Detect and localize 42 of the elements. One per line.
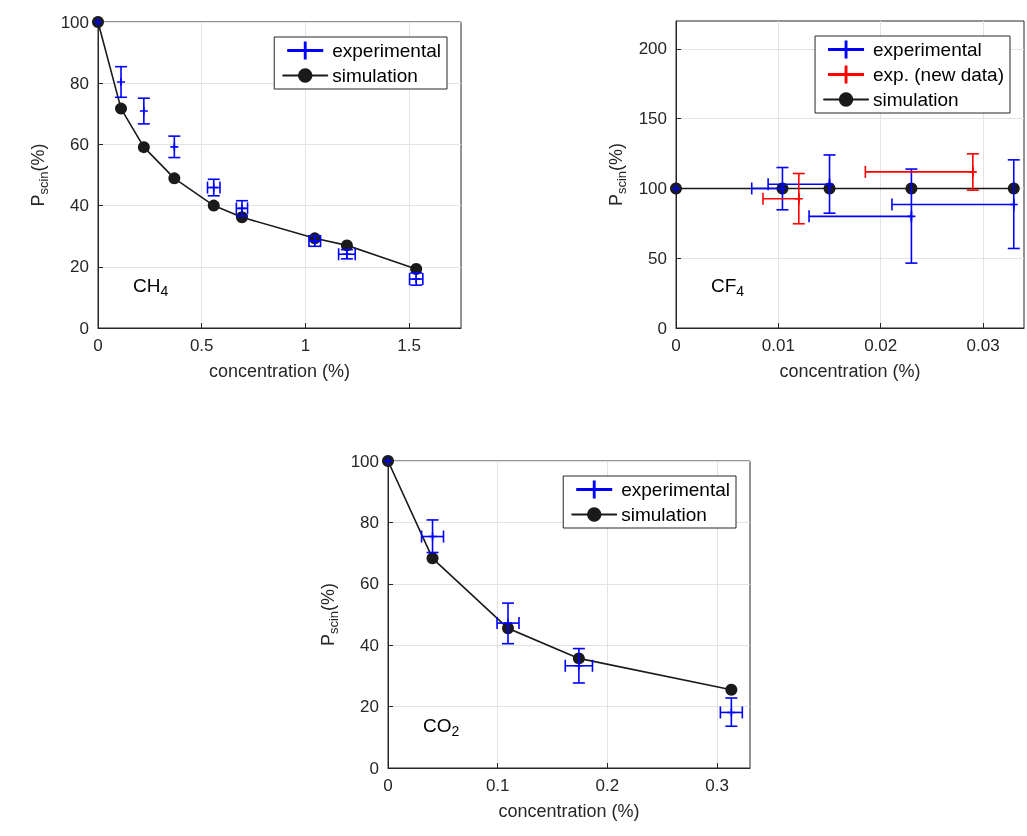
- y-tick-label: 60: [70, 134, 89, 154]
- y-tick-label: 200: [638, 39, 667, 59]
- y-tick-label: 20: [70, 257, 89, 277]
- y-tick-label: 100: [638, 178, 667, 198]
- x-axis-title: concentration (%): [498, 801, 640, 821]
- y-tick-label: 60: [360, 574, 379, 594]
- x-axis-title: concentration (%): [208, 361, 351, 381]
- legend-label: experimental: [873, 39, 982, 60]
- x-axis-title: concentration (%): [779, 361, 921, 381]
- y-tick-label: 50: [648, 248, 667, 268]
- y-axis-title: Pscin(%): [28, 143, 51, 207]
- x-tick-label: 0.1: [485, 776, 510, 795]
- y-tick-label: 40: [360, 635, 379, 655]
- legend-label: experimental: [621, 479, 730, 500]
- x-tick-label: 0.5: [189, 336, 214, 355]
- x-tick-label: 0.01: [761, 336, 795, 355]
- x-tick-label: 0: [93, 336, 103, 355]
- legend-label: experimental: [332, 40, 441, 61]
- y-tick-label: 100: [350, 451, 379, 471]
- y-tick-label: 40: [70, 196, 89, 216]
- x-tick-label: 1: [300, 336, 311, 355]
- y-tick-label: 80: [70, 73, 89, 93]
- legend-label: exp. (new data): [873, 64, 1005, 85]
- legend-label: simulation: [332, 65, 418, 86]
- legend-label: simulation: [621, 504, 707, 525]
- x-tick-label: 0.03: [966, 336, 1000, 355]
- y-tick-label: 80: [360, 512, 379, 532]
- y-tick-label: 20: [360, 697, 379, 717]
- x-tick-label: 0: [671, 336, 681, 355]
- x-tick-label: 1.5: [397, 336, 421, 355]
- y-axis-title: Pscin(%): [606, 142, 629, 207]
- y-tick-label: 0: [657, 318, 667, 338]
- x-tick-label: 0: [383, 776, 393, 795]
- y-tick-label: 150: [638, 109, 667, 129]
- x-tick-label: 0.02: [864, 336, 898, 355]
- y-axis-title: Pscin(%): [318, 582, 341, 647]
- x-tick-label: 0.3: [705, 776, 729, 795]
- y-tick-label: 100: [60, 12, 89, 32]
- legend-label: simulation: [873, 89, 959, 110]
- y-tick-label: 0: [79, 318, 89, 338]
- y-tick-label: 0: [369, 758, 379, 778]
- x-tick-label: 0.2: [595, 776, 620, 795]
